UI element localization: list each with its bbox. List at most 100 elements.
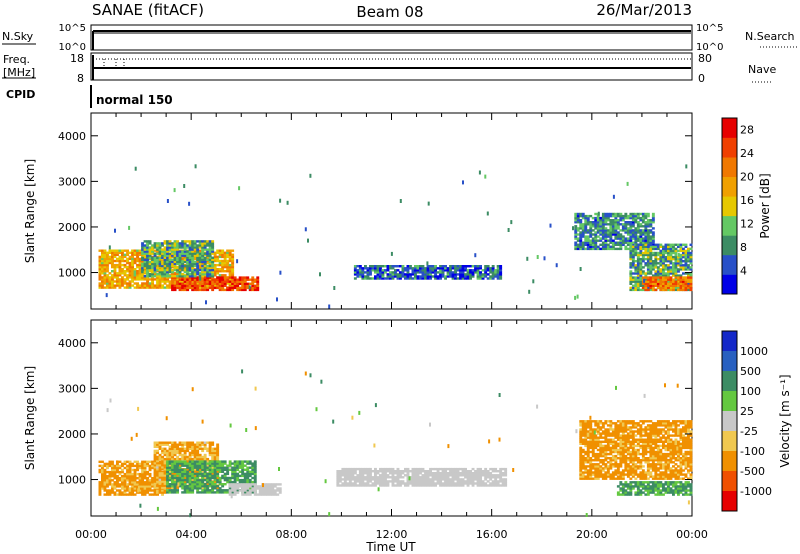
data-cell (589, 214, 593, 218)
data-cell (394, 269, 397, 272)
data-cell (151, 260, 154, 264)
data-cell (446, 273, 450, 276)
data-cell (644, 276, 648, 279)
data-cell (384, 470, 387, 473)
data-cell (106, 274, 109, 277)
data-cell (404, 482, 407, 485)
data-cell (213, 455, 217, 459)
data-cell (356, 265, 360, 268)
data-cell (641, 270, 645, 273)
data-cell (231, 257, 235, 261)
data-cell (146, 242, 149, 245)
data-cell (123, 479, 127, 482)
data-cell (116, 489, 119, 492)
data-cell (687, 288, 690, 292)
data-cell (128, 466, 132, 470)
data-cell (211, 248, 215, 251)
data-cell (444, 474, 447, 477)
data-cell (679, 276, 683, 279)
data-cell (646, 241, 650, 244)
data-cell (113, 276, 117, 279)
data-cell (183, 275, 187, 278)
data-cell (484, 467, 488, 471)
data-cell (183, 248, 187, 251)
data-cell (436, 470, 440, 473)
data-cell (444, 269, 447, 272)
data-cell (223, 460, 227, 463)
data-cell (223, 468, 227, 471)
data-cell (614, 223, 618, 226)
data-cell (141, 246, 144, 249)
data-cell (191, 262, 195, 266)
data-cell (221, 286, 225, 290)
data-cell (444, 277, 447, 280)
data-cell (206, 449, 210, 453)
data-cell (193, 282, 197, 285)
data-cell (208, 254, 212, 257)
data-cell (173, 280, 177, 283)
data-cell (143, 262, 147, 266)
data-cell (481, 474, 485, 477)
data-cell (591, 241, 595, 244)
data-cell (241, 485, 245, 488)
data-cell (173, 457, 177, 461)
data-cell (639, 280, 643, 283)
data-cell (196, 489, 200, 492)
data-cell (223, 478, 227, 482)
data-cell (351, 467, 355, 471)
data-cell (141, 278, 144, 281)
data-cell (216, 451, 220, 455)
data-cell (156, 491, 159, 494)
data-cell (186, 282, 190, 285)
data-cell (594, 237, 598, 240)
data-cell (439, 482, 442, 485)
power-colorbar-swatches (722, 118, 737, 295)
data-cell (218, 263, 222, 267)
data-cell (191, 449, 195, 453)
scatter-cell (108, 245, 111, 250)
data-cell (466, 472, 470, 475)
data-cell (213, 466, 217, 469)
data-cell (687, 276, 690, 279)
data-cell (233, 468, 237, 471)
data-cell (579, 239, 583, 242)
data-cell (143, 489, 147, 492)
data-cell (198, 480, 202, 484)
scatter-cell (576, 294, 579, 299)
data-cell (346, 472, 350, 475)
data-cell (213, 280, 217, 283)
data-cell (133, 276, 137, 279)
data-cell (469, 476, 472, 479)
data-cell (148, 254, 152, 257)
data-cell (609, 231, 613, 234)
data-cell (188, 491, 192, 494)
data-cell (444, 482, 447, 485)
data-cell (153, 445, 157, 448)
data-cell (198, 275, 202, 278)
data-cell (414, 480, 417, 483)
data-cell (161, 466, 164, 469)
data-cell (419, 267, 422, 270)
data-cell (644, 227, 648, 230)
data-cell (246, 489, 250, 492)
data-cell (131, 261, 134, 265)
data-cell (188, 455, 192, 459)
data-cell (634, 247, 638, 251)
data-cell (178, 268, 182, 271)
data-cell (486, 265, 490, 268)
data-cell (619, 212, 623, 216)
data-cell (138, 251, 142, 254)
data-cell (243, 468, 247, 471)
data-cell (464, 267, 467, 270)
data-cell (451, 277, 455, 280)
data-cell (136, 265, 139, 269)
data-cell (361, 267, 365, 270)
data-cell (218, 253, 222, 256)
data-cell (441, 470, 445, 473)
data-cell (631, 284, 635, 287)
data-cell (136, 472, 139, 476)
data-cell (351, 474, 355, 477)
data-cell (233, 478, 237, 482)
data-cell (146, 282, 149, 285)
data-cell (636, 229, 640, 232)
